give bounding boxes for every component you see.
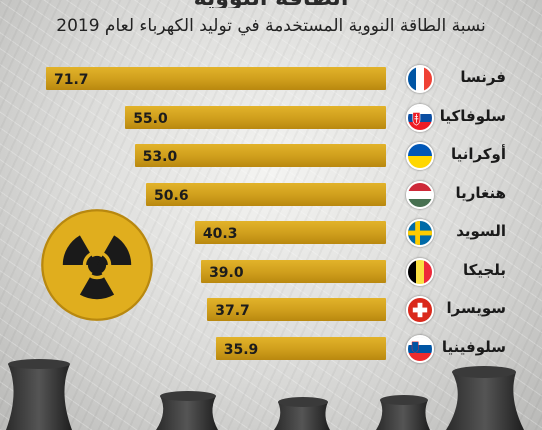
- slovakia-flag-icon: [406, 103, 434, 132]
- bar: [201, 259, 386, 283]
- bar-value-label: 55.0: [133, 110, 168, 127]
- category-label: أوكرانيا: [450, 145, 506, 163]
- bar-row: 35.9 سلوفينيا: [0, 334, 542, 365]
- category-label: هنغاريا: [455, 183, 506, 202]
- ukraine-flag-icon: [406, 142, 434, 170]
- bar-value-label: 71.7: [54, 72, 89, 88]
- cooling-towers-icon: [6, 359, 524, 430]
- sweden-flag-icon: [406, 219, 434, 247]
- bar-value-label: 37.7: [215, 303, 250, 319]
- bar-row: 53.0 أوكرانيا: [0, 142, 542, 172]
- category-label: سويسرا: [446, 299, 506, 317]
- bar-value-label: 39.0: [209, 264, 244, 281]
- bar-row: 55.0 سلوفاكيا: [0, 103, 542, 134]
- chart-subtitle: نسبة الطاقة النووية المستخدمة في توليد ا…: [56, 16, 486, 36]
- bar-value-label: 40.3: [202, 226, 238, 242]
- category-label: بلجيكا: [462, 260, 506, 279]
- slovenia-flag-icon: [406, 334, 434, 363]
- bar: [207, 298, 386, 321]
- france-flag-icon: [406, 65, 434, 93]
- bar-row: 71.7 فرنسا: [0, 65, 542, 95]
- bar-value-label: 50.6: [154, 187, 189, 204]
- category-label: السويد: [456, 222, 506, 240]
- bar-row: 39.0 بلجيكا: [0, 257, 542, 288]
- switzerland-flag-icon: [406, 296, 434, 324]
- page-title: الطاقة النووية: [0, 0, 542, 8]
- bar: [46, 67, 386, 90]
- hungary-flag-icon: [406, 180, 434, 209]
- bar-value-label: 35.9: [223, 341, 259, 358]
- bar: [194, 221, 386, 244]
- bar: [146, 182, 386, 206]
- bar-value-label: 53.0: [142, 149, 178, 165]
- belgium-flag-icon: [406, 257, 434, 286]
- bar: [125, 105, 386, 129]
- bar-row: 37.7 سويسرا: [0, 296, 542, 326]
- radiation-hazard-icon: [41, 209, 153, 321]
- category-label: سلوفينيا: [441, 337, 506, 356]
- bar-row: 50.6 هنغاريا: [0, 180, 542, 211]
- category-label: سلوفاكيا: [439, 106, 506, 125]
- category-label: فرنسا: [460, 68, 506, 86]
- bar: [215, 336, 386, 360]
- bar-row: 40.3 السويد: [0, 219, 542, 249]
- bar: [134, 144, 386, 167]
